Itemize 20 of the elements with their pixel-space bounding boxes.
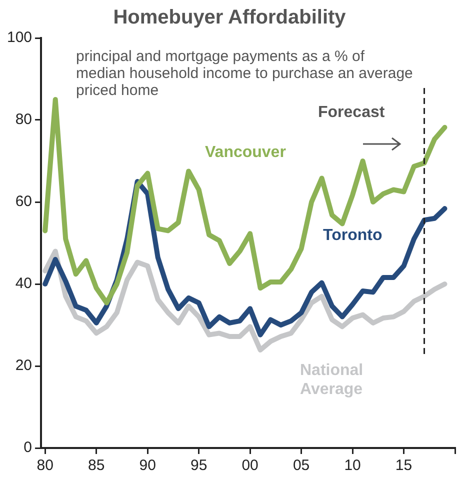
- y-tick-label: 60: [15, 193, 32, 210]
- x-tick-label: 00: [242, 457, 258, 474]
- x-tick-label: 05: [292, 457, 310, 474]
- x-tick-label: 90: [139, 457, 156, 474]
- series-label: Toronto: [323, 226, 382, 245]
- x-tick-label: 15: [395, 457, 412, 474]
- x-tick-label: 85: [88, 457, 105, 474]
- y-tick-label: 20: [15, 357, 32, 374]
- x-tick-label: 10: [344, 457, 361, 474]
- y-tick-label: 100: [6, 29, 32, 46]
- y-tick-label: 0: [24, 439, 32, 456]
- series-label: Vancouver: [205, 143, 286, 162]
- x-tick-label: 80: [36, 457, 54, 474]
- chart-title: Homebuyer Affordability: [113, 6, 347, 29]
- y-tick-label: 80: [15, 111, 32, 128]
- annotation: Forecast: [318, 104, 385, 122]
- x-tick-label: 95: [190, 457, 208, 474]
- series-label: National Average: [300, 361, 364, 399]
- y-tick-label: 40: [15, 275, 32, 292]
- text: principal and mortgage payments as a % of median household income to purchase an average priced home: [76, 48, 414, 99]
